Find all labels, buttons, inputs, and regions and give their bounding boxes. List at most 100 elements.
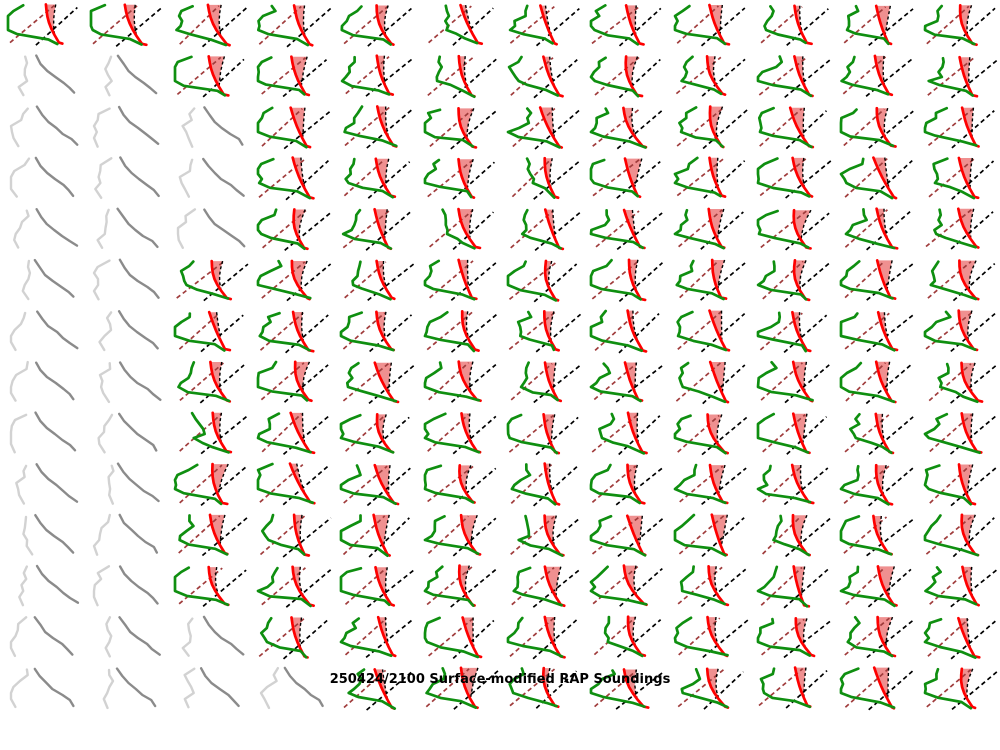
dewpoint-line [256, 157, 312, 200]
reference-diagonal-black [866, 364, 912, 405]
reference-diagonal-black [703, 671, 744, 710]
reference-diagonal-darkred [178, 464, 223, 504]
parcel-trace-line [300, 157, 314, 199]
inactive-dewpoint-line [178, 158, 193, 198]
reference-diagonal-black [367, 467, 412, 507]
reference-diagonal-darkred [760, 6, 803, 44]
sounding-thumbnail-active [333, 255, 416, 306]
reference-diagonal-black [868, 568, 912, 608]
reference-diagonal-black [201, 517, 248, 557]
reference-diagonal-darkred [843, 465, 890, 504]
temperature-line [543, 156, 560, 200]
reference-diagonal-darkred [261, 108, 303, 147]
inactive-temperature-line [35, 54, 76, 94]
reference-diagonal-black [950, 211, 994, 250]
reference-diagonal-black [282, 59, 328, 98]
temperature-line [710, 513, 728, 557]
reference-diagonal-darkred [345, 414, 386, 452]
reference-diagonal-black [866, 211, 911, 251]
sounding-thumbnail-active [417, 204, 500, 255]
reference-diagonal-darkred [928, 464, 971, 504]
reference-diagonal-darkred [259, 312, 304, 351]
reference-diagonal-black [285, 159, 330, 201]
reference-diagonal-black [532, 569, 581, 608]
temperature-line [707, 156, 727, 198]
sounding-thumbnail-active [500, 357, 583, 408]
reference-diagonal-darkred [426, 565, 473, 606]
cape-fill-area [958, 464, 973, 496]
dewpoint-line [937, 362, 979, 404]
sounding-thumbnail-inactive [0, 204, 83, 255]
temperature-line [374, 565, 396, 607]
dewpoint-line [846, 4, 890, 46]
reference-diagonal-black [285, 314, 329, 354]
sounding-thumbnail-inactive [0, 102, 83, 153]
reference-diagonal-darkred [844, 157, 889, 198]
parcel-trace-line [218, 4, 230, 46]
dewpoint-line [256, 106, 308, 149]
inactive-dewpoint-line [98, 311, 113, 352]
reference-diagonal-black [700, 7, 746, 47]
sounding-thumbnail-active [833, 408, 916, 459]
sounding-thumbnail-active [417, 408, 500, 459]
dewpoint-line [923, 4, 976, 46]
inactive-dewpoint-line [9, 107, 29, 148]
sounding-thumbnail-active [250, 255, 333, 306]
reference-diagonal-darkred [508, 261, 558, 300]
inactive-temperature-line [35, 463, 79, 503]
reference-diagonal-black [449, 567, 498, 608]
reference-diagonal-black [368, 161, 411, 199]
reference-diagonal-darkred [178, 5, 220, 45]
reference-diagonal-darkred [176, 56, 221, 96]
sounding-thumbnail-active [583, 612, 666, 663]
reference-diagonal-black [453, 670, 499, 710]
reference-diagonal-darkred [843, 516, 888, 554]
dewpoint-line [589, 208, 645, 250]
reference-diagonal-darkred [677, 617, 720, 656]
reference-diagonal-black [534, 109, 580, 150]
sounding-thumbnail-inactive [167, 612, 250, 663]
sounding-thumbnail-active [583, 102, 666, 153]
dewpoint-line [6, 3, 59, 46]
parcel-trace-line [633, 565, 648, 606]
dewpoint-line [260, 513, 306, 556]
dewpoint-line [256, 566, 312, 608]
sounding-thumbnail-active [667, 357, 750, 408]
inactive-temperature-line [33, 258, 75, 298]
reference-diagonal-black [366, 671, 413, 711]
reference-diagonal-darkred [343, 669, 387, 709]
sounding-thumbnail-active [250, 306, 333, 357]
sounding-thumbnail-inactive [0, 306, 83, 357]
dewpoint-line [190, 411, 230, 454]
sounding-thumbnail-inactive [83, 561, 166, 612]
inactive-temperature-line [201, 157, 245, 197]
reference-diagonal-darkred [344, 261, 387, 299]
reference-diagonal-darkred [760, 210, 807, 249]
reference-diagonal-black [286, 7, 332, 48]
reference-diagonal-black [452, 517, 497, 557]
cape-fill-area [961, 413, 973, 444]
dewpoint-line [673, 156, 722, 198]
dewpoint-line [923, 106, 978, 147]
sounding-thumbnail-inactive [83, 510, 166, 561]
sounding-thumbnail-active [83, 0, 166, 51]
dewpoint-line [339, 413, 395, 454]
dewpoint-line [508, 667, 558, 708]
reference-diagonal-darkred [677, 209, 723, 248]
temperature-line [626, 411, 649, 455]
parcel-trace-line [464, 565, 475, 607]
temperature-line [372, 513, 392, 557]
reference-diagonal-darkred [261, 567, 306, 606]
dewpoint-line [89, 3, 144, 46]
reference-diagonal-darkred [510, 362, 553, 401]
sounding-thumbnail-active [917, 357, 1000, 408]
temperature-line [707, 309, 730, 352]
temperature-line [289, 106, 312, 149]
dewpoint-line [589, 514, 647, 557]
temperature-line [460, 616, 483, 659]
reference-diagonal-darkred [926, 57, 974, 96]
sounding-thumbnail-active [917, 0, 1000, 51]
dewpoint-line [757, 106, 813, 149]
sounding-thumbnail-active [583, 255, 666, 306]
reference-diagonal-darkred [592, 158, 641, 197]
